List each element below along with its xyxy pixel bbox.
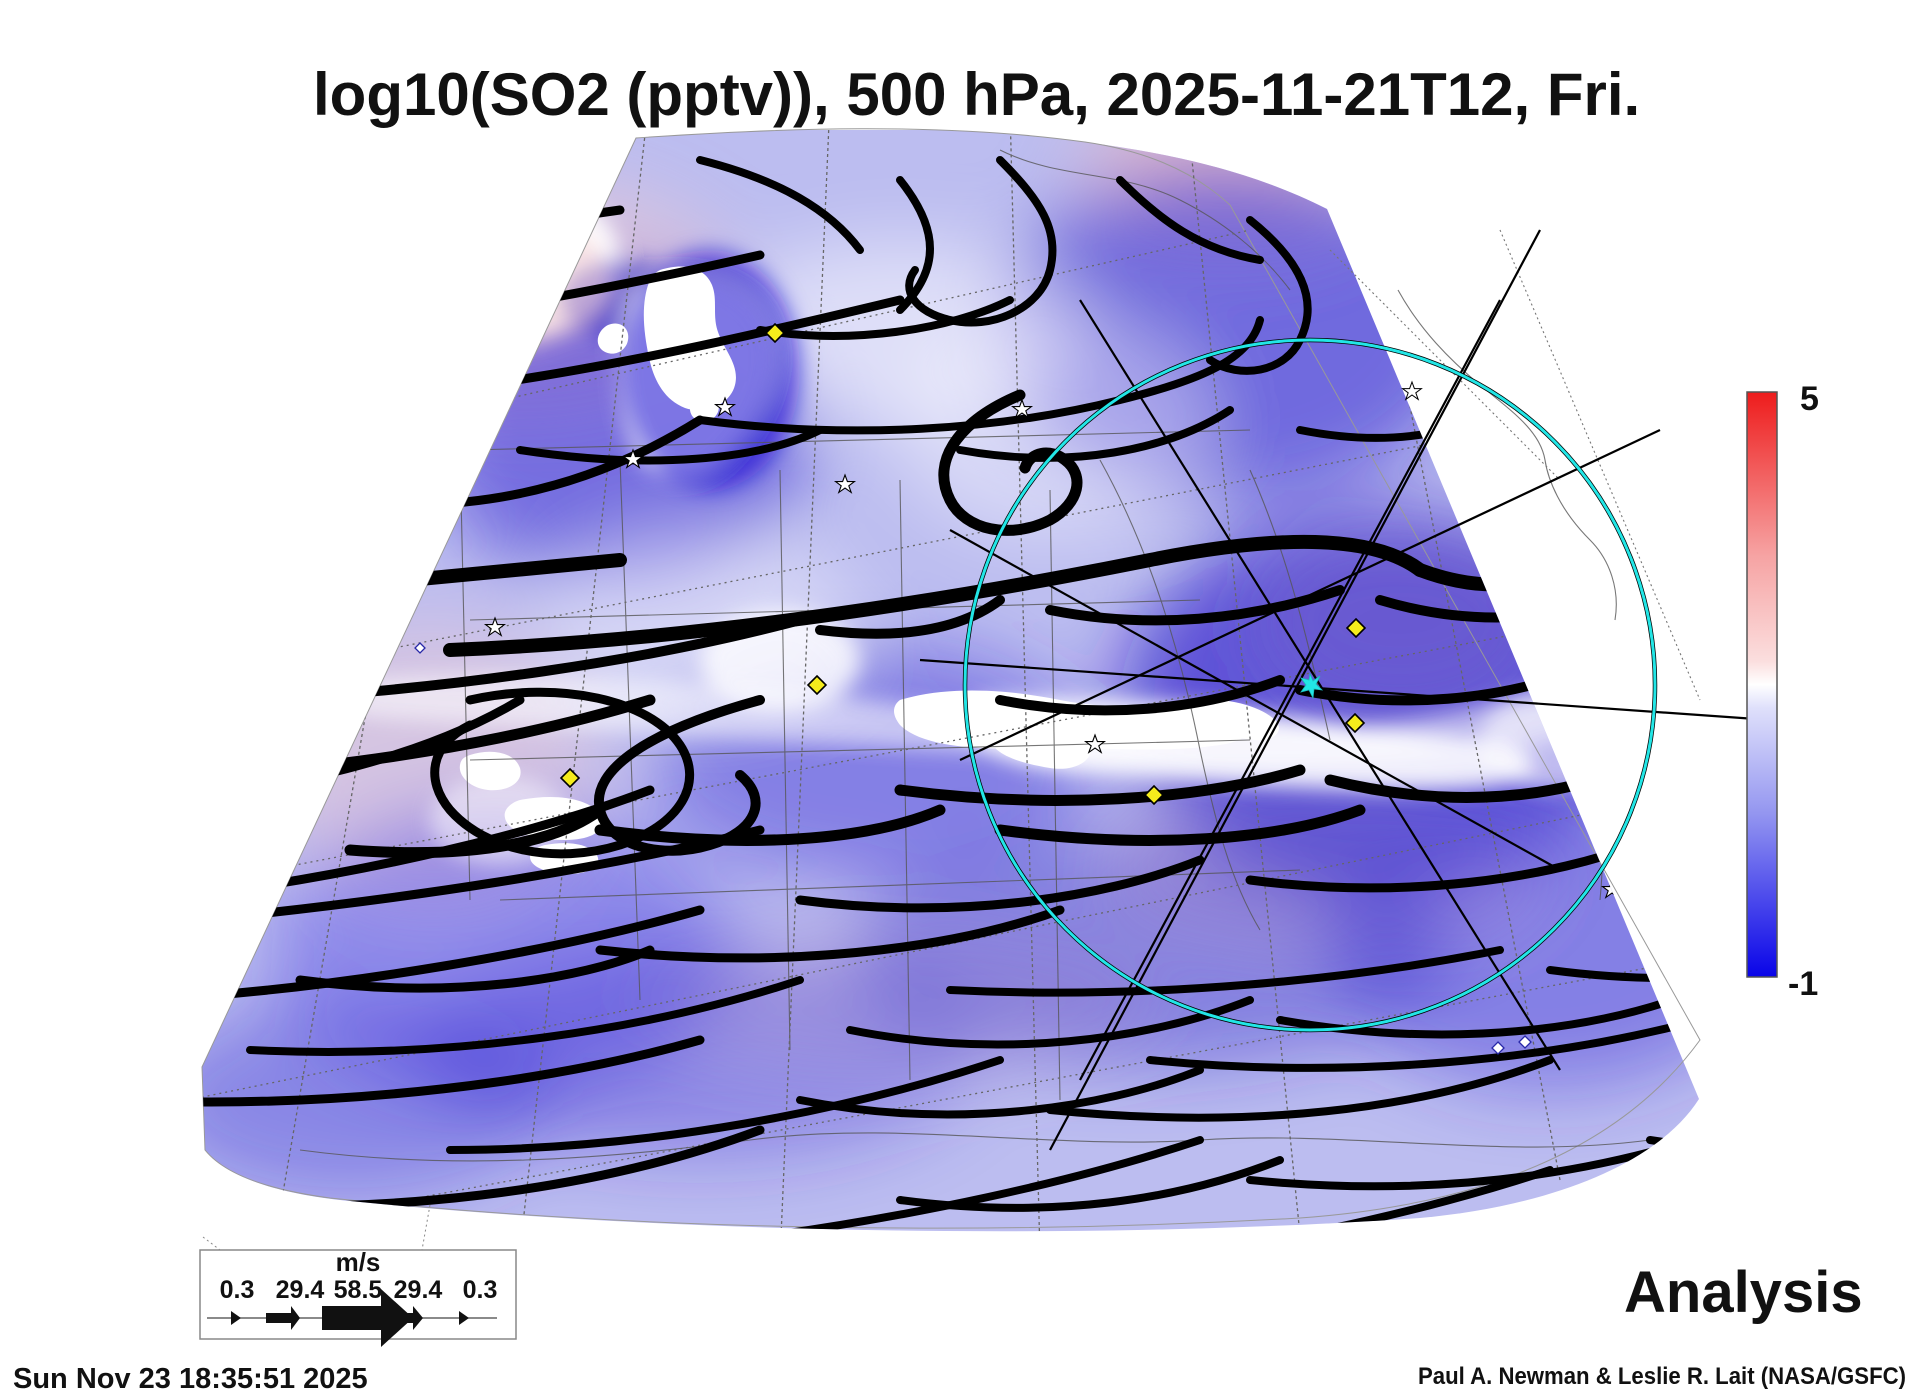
svg-text:58.5: 58.5	[334, 1276, 383, 1304]
svg-text:m/s: m/s	[336, 1247, 381, 1277]
svg-text:Paul A. Newman & Leslie R. Lai: Paul A. Newman & Leslie R. Lait (NASA/GS…	[1418, 1363, 1906, 1390]
svg-text:Analysis: Analysis	[1624, 1260, 1863, 1325]
svg-text:-1: -1	[1788, 965, 1818, 1003]
svg-text:log10(SO2 (pptv)), 500 hPa, 20: log10(SO2 (pptv)), 500 hPa, 2025-11-21T1…	[313, 61, 1640, 128]
svg-text:Sun Nov 23 18:35:51 2025: Sun Nov 23 18:35:51 2025	[13, 1363, 368, 1394]
svg-text:0.3: 0.3	[220, 1276, 255, 1304]
svg-text:0.3: 0.3	[463, 1276, 498, 1304]
svg-text:29.4: 29.4	[276, 1276, 325, 1304]
svg-text:29.4: 29.4	[394, 1276, 443, 1304]
svg-text:5: 5	[1800, 380, 1819, 418]
